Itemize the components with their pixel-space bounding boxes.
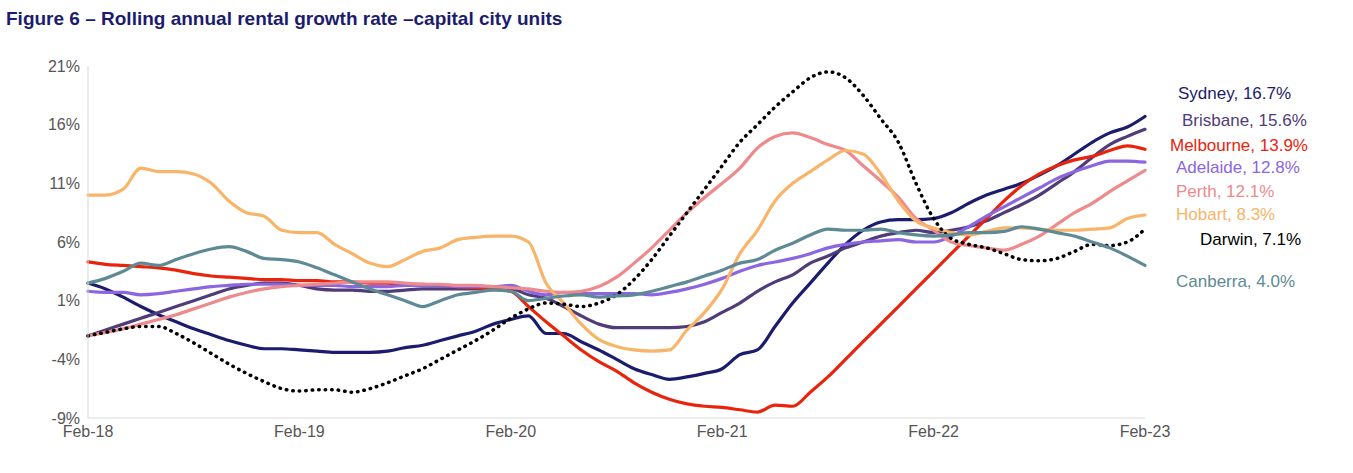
- svg-text:Feb-20: Feb-20: [485, 423, 536, 440]
- html-text:Darwin, 7.1%: Darwin, 7.1%: [1200, 230, 1302, 249]
- svg-text:Feb-18: Feb-18: [62, 423, 114, 441]
- svg-text:Feb-23: Feb-23: [1120, 423, 1171, 440]
- svg-text:16%: 16%: [48, 116, 80, 133]
- html-text:Sydney, 16.7%: Sydney, 16.7%: [1178, 84, 1292, 103]
- svg-text:6%: 6%: [57, 234, 80, 251]
- svg-text:Feb-19: Feb-19: [274, 423, 325, 440]
- html-text:Perth, 12.1%: Perth, 12.1%: [1176, 182, 1275, 201]
- svg-text:1%: 1%: [57, 292, 80, 309]
- html-text:Adelaide, 12.8%: Adelaide, 12.8%: [1176, 158, 1300, 177]
- html-text:Canberra, 4.0%: Canberra, 4.0%: [1176, 272, 1296, 291]
- svg-text:Feb-22: Feb-22: [908, 423, 959, 440]
- html-text:Hobart, 8.3%: Hobart, 8.3%: [1176, 205, 1276, 224]
- html-text:Melbourne, 13.9%: Melbourne, 13.9%: [1170, 136, 1308, 155]
- svg-text:-4%: -4%: [52, 351, 80, 368]
- html-text:Brisbane, 15.6%: Brisbane, 15.6%: [1182, 111, 1307, 130]
- svg-text:-9%: -9%: [52, 410, 80, 427]
- svg-text:21%: 21%: [48, 58, 80, 75]
- svg-text:Feb-21: Feb-21: [697, 423, 748, 440]
- svg-text:11%: 11%: [49, 175, 80, 192]
- html-text:Figure 6 – Rolling annual rent: Figure 6 – Rolling annual rental growth …: [6, 8, 563, 29]
